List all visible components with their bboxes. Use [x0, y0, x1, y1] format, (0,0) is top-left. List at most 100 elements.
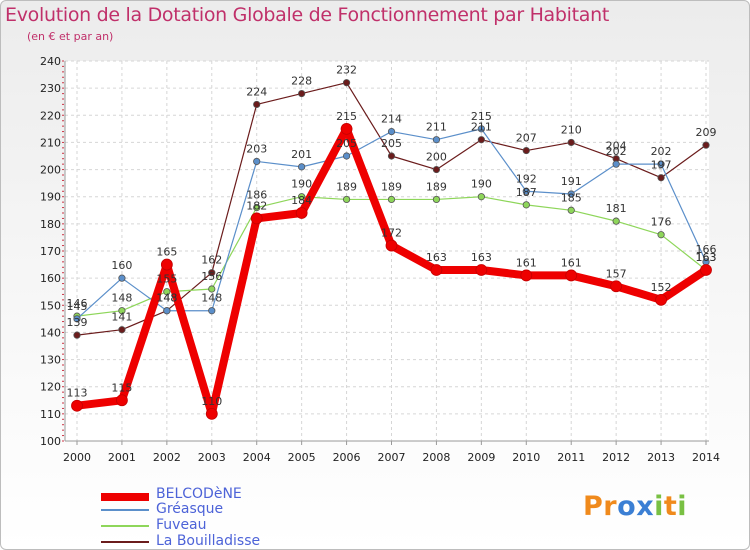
data-point-fuveau: [118, 307, 126, 315]
data-point-belcod-ne: [520, 269, 533, 282]
data-point-la-bouilladisse: [387, 152, 396, 160]
data-point-la-bouilladisse: [477, 136, 485, 144]
data-point-la-bouilladisse: [567, 138, 575, 147]
y-tick-label: 240: [40, 55, 61, 68]
data-label-fuveau: 163: [696, 251, 717, 264]
data-label-fuveau: 190: [291, 178, 312, 191]
data-label-belcod-ne: 182: [246, 199, 267, 212]
y-tick-label: 230: [40, 82, 61, 95]
data-label-la-bouilladisse: 197: [651, 159, 672, 172]
x-tick-label: 2012: [602, 451, 630, 464]
data-label-gr-asque: 148: [156, 292, 177, 305]
data-label-gr-asque: 192: [516, 172, 537, 185]
data-label-belcod-ne: 172: [381, 227, 402, 240]
legend-swatch-belcodene: [101, 493, 149, 501]
data-point-belcod-ne: [250, 212, 263, 225]
data-point-belcod-ne: [71, 399, 83, 412]
data-point-gr-asque: [612, 160, 620, 168]
data-point-la-bouilladisse: [253, 100, 261, 109]
y-tick-label: 120: [40, 381, 61, 394]
data-label-gr-asque: 202: [606, 145, 627, 158]
data-point-la-bouilladisse: [208, 269, 216, 277]
data-label-gr-asque: 166: [696, 243, 717, 256]
data-label-gr-asque: 203: [246, 142, 267, 155]
data-label-gr-asque: 215: [471, 110, 492, 123]
data-label-belcod-ne: 157: [606, 267, 627, 280]
x-tick-label: 2014: [692, 451, 720, 464]
legend-label-fuveau: Fuveau: [156, 517, 207, 533]
data-point-gr-asque: [387, 127, 396, 136]
data-label-belcod-ne: 113: [67, 387, 88, 400]
data-label-la-bouilladisse: 141: [111, 311, 132, 324]
data-label-belcod-ne: 184: [291, 194, 312, 207]
data-point-la-bouilladisse: [522, 146, 530, 155]
data-point-gr-asque: [342, 152, 351, 160]
x-tick-label: 2010: [512, 451, 540, 464]
y-tick-label: 200: [40, 164, 61, 177]
y-tick-label: 180: [40, 218, 61, 231]
data-point-gr-asque: [522, 187, 530, 195]
data-point-belcod-ne: [295, 207, 308, 219]
data-point-fuveau: [432, 195, 441, 204]
data-label-fuveau: 156: [201, 270, 222, 283]
data-label-belcod-ne: 165: [156, 246, 177, 259]
data-point-gr-asque: [253, 157, 261, 166]
data-label-gr-asque: 160: [111, 259, 132, 272]
data-point-gr-asque: [432, 136, 441, 144]
y-tick-label: 210: [40, 136, 61, 149]
data-label-la-bouilladisse: 200: [426, 151, 447, 164]
data-label-fuveau: 189: [381, 180, 402, 193]
data-label-la-bouilladisse: 207: [516, 132, 537, 145]
data-point-la-bouilladisse: [702, 141, 710, 149]
x-tick-label: 2004: [243, 451, 271, 464]
data-label-belcod-ne: 163: [471, 251, 492, 264]
data-point-belcod-ne: [565, 269, 578, 282]
data-label-la-bouilladisse: 205: [381, 137, 402, 150]
y-tick-label: 100: [40, 435, 61, 448]
data-label-la-bouilladisse: 209: [696, 126, 717, 139]
data-label-belcod-ne: 161: [561, 256, 582, 269]
legend-swatch-fuveau: [101, 525, 149, 527]
data-point-gr-asque: [163, 307, 171, 315]
data-point-fuveau: [298, 193, 306, 201]
proxiti-logo: Proxiti: [583, 491, 688, 522]
data-point-belcod-ne: [160, 258, 173, 271]
data-label-gr-asque: 202: [651, 145, 672, 158]
x-tick-label: 2009: [467, 451, 495, 464]
data-point-belcod-ne: [430, 264, 443, 276]
data-label-la-bouilladisse: 162: [201, 254, 222, 267]
legend-swatch-greasque: [101, 509, 149, 511]
y-tick-label: 110: [40, 408, 61, 421]
chart-subtitle: (en € et par an): [27, 30, 114, 43]
data-point-la-bouilladisse: [298, 89, 306, 98]
data-point-gr-asque: [73, 315, 81, 323]
data-point-belcod-ne: [655, 293, 667, 306]
legend-label-greasque: Gréasque: [156, 501, 224, 517]
data-label-gr-asque: 214: [381, 113, 402, 126]
data-label-fuveau: 146: [67, 297, 88, 310]
data-label-la-bouilladisse: 232: [336, 64, 357, 77]
data-label-belcod-ne: 163: [426, 251, 447, 264]
data-label-belcod-ne: 110: [201, 395, 222, 408]
chart-title: Evolution de la Dotation Globale de Fonc…: [5, 4, 610, 26]
x-tick-label: 2005: [288, 451, 316, 464]
legend-swatch-la-bouilladisse: [101, 541, 149, 543]
data-point-fuveau: [253, 203, 261, 212]
data-point-belcod-ne: [205, 407, 218, 420]
data-label-fuveau: 176: [651, 216, 672, 229]
data-point-la-bouilladisse: [657, 174, 665, 182]
data-point-fuveau: [612, 217, 620, 225]
x-tick-label: 2008: [422, 451, 450, 464]
data-label-gr-asque: 211: [426, 121, 447, 134]
data-point-fuveau: [522, 201, 530, 209]
data-label-belcod-ne: 161: [516, 256, 537, 269]
data-label-fuveau: 189: [336, 180, 357, 193]
data-label-la-bouilladisse: 148: [156, 292, 177, 305]
data-label-fuveau: 148: [111, 292, 132, 305]
data-point-gr-asque: [208, 307, 216, 315]
x-tick-label: 2000: [63, 451, 91, 464]
y-tick-label: 130: [40, 354, 61, 367]
data-point-la-bouilladisse: [118, 326, 126, 334]
y-tick-label: 140: [40, 326, 61, 339]
legend-label-belcodene: BELCODèNE: [156, 486, 242, 502]
